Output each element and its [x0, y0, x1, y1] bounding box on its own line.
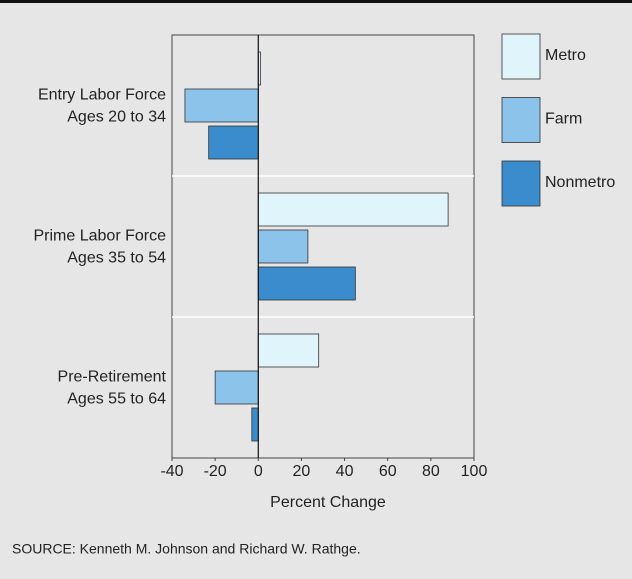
- bar: [257, 192, 449, 227]
- source-note: SOURCE: Kenneth M. Johnson and Richard W…: [12, 541, 361, 557]
- x-tick-label: -40: [160, 463, 183, 480]
- x-tick-label: 20: [293, 463, 311, 480]
- x-tick-label: 80: [422, 463, 440, 480]
- bar: [257, 266, 356, 301]
- y-tick-label: Entry Labor Force Ages 20 to 34: [38, 87, 166, 126]
- bar: [184, 88, 259, 123]
- y-tick-label-line: Ages 35 to 54: [67, 250, 166, 267]
- x-tick-label: 40: [336, 463, 354, 480]
- legend-label: Farm: [545, 111, 582, 128]
- y-tick-label-line: Ages 20 to 34: [67, 109, 166, 126]
- x-tick-label: 0: [254, 463, 263, 480]
- x-tick-label: 60: [379, 463, 397, 480]
- bar: [208, 125, 259, 160]
- y-tick-label: Prime Labor Force Ages 35 to 54: [34, 228, 167, 267]
- legend-label: Metro: [545, 47, 586, 64]
- y-tick-label-line: Entry Labor Force: [38, 87, 166, 104]
- top-rule: [0, 0, 632, 3]
- x-tick-label: -20: [204, 463, 227, 480]
- y-tick-label-line: Prime Labor Force: [34, 228, 167, 245]
- y-tick-label: Pre-Retirement Ages 55 to 64: [58, 369, 167, 408]
- bar: [214, 370, 259, 405]
- x-tick-label: 100: [461, 463, 488, 480]
- bar: [257, 333, 320, 368]
- legend-swatch: [501, 33, 541, 80]
- legend-swatch: [501, 160, 541, 207]
- y-tick-label-line: Ages 55 to 64: [67, 391, 166, 408]
- legend-swatch: [501, 97, 541, 143]
- legend-label: Nonmetro: [545, 174, 615, 191]
- bar: [257, 229, 309, 264]
- bar: [251, 407, 259, 442]
- y-tick-label-line: Pre-Retirement: [58, 369, 167, 386]
- x-axis-label: Percent Change: [270, 494, 386, 511]
